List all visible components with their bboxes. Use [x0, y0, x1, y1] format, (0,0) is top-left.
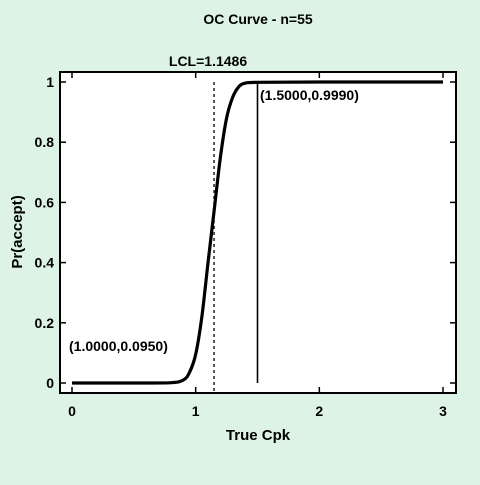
lcl-label: LCL=1.1486 — [169, 53, 247, 69]
annotation-high-point: (1.5000,0.9990) — [260, 87, 359, 103]
x-tick-label: 1 — [192, 403, 200, 419]
annotation-low-point: (1.0000,0.0950) — [69, 338, 168, 354]
oc-curve-line — [71, 80, 444, 385]
y-tick-label: 0.6 — [35, 194, 55, 210]
y-tick-label: 1 — [46, 74, 54, 90]
y-axis-title: Pr(accept) — [9, 195, 26, 268]
y-tick-label: 0.2 — [35, 315, 55, 331]
y-axis: 0 0.2 0.4 0.6 0.8 1 — [35, 74, 456, 391]
y-tick-label: 0 — [46, 375, 54, 391]
y-tick-label: 0.4 — [35, 255, 55, 271]
x-tick-label: 0 — [68, 403, 76, 419]
y-tick-label: 0.8 — [35, 134, 55, 150]
x-tick-label: 2 — [315, 403, 323, 419]
x-axis: 0 1 2 3 — [68, 72, 447, 419]
chart-title: OC Curve - n=55 — [203, 11, 313, 27]
x-axis-title: True Cpk — [226, 427, 291, 444]
x-tick-label: 3 — [439, 403, 447, 419]
